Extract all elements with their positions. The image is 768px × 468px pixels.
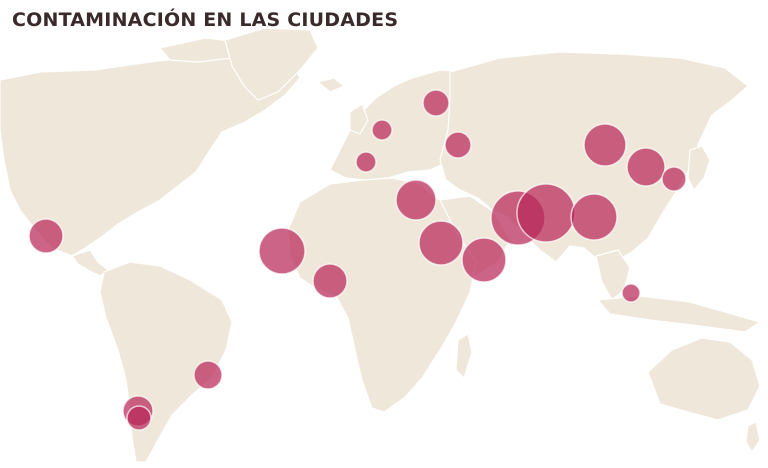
pollution-bubble: [126, 405, 152, 431]
pollution-bubble: [583, 123, 627, 167]
landmass-japan: [687, 145, 711, 192]
landmass-madagascar: [455, 333, 473, 380]
landmass-iceland: [316, 77, 346, 93]
pollution-bubble: [312, 263, 348, 299]
pollution-bubble: [570, 193, 618, 241]
pollution-bubble: [395, 179, 437, 221]
pollution-bubble: [422, 89, 450, 117]
pollution-bubble: [371, 119, 393, 141]
landmass-indonesia: [596, 295, 762, 333]
pollution-bubble: [355, 151, 377, 173]
pollution-bubbles: [28, 89, 687, 431]
landmasses: [0, 27, 762, 463]
pollution-bubble: [444, 131, 472, 159]
pollution-bubble: [418, 220, 464, 266]
pollution-bubble: [626, 147, 666, 187]
pollution-bubble: [461, 237, 507, 283]
pollution-bubble: [661, 166, 687, 192]
landmass-new-zealand: [745, 421, 761, 454]
landmass-central-america: [71, 249, 109, 277]
pollution-bubble: [28, 218, 64, 254]
pollution-bubble: [193, 360, 223, 390]
pollution-bubble: [621, 283, 641, 303]
landmass-greenland: [224, 27, 319, 101]
map-title: CONTAMINACIÓN EN LAS CIUDADES: [12, 9, 399, 31]
landmass-british-isles: [349, 103, 369, 135]
landmass-australia: [647, 337, 761, 421]
pollution-bubble: [516, 183, 576, 243]
pollution-bubble: [258, 227, 306, 275]
